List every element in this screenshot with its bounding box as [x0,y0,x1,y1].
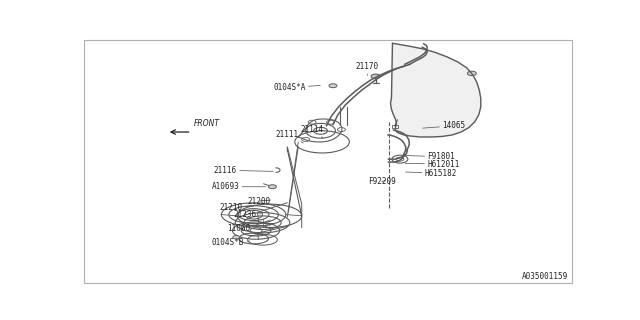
Text: 21210: 21210 [220,203,253,212]
Circle shape [371,74,380,79]
Text: 11060: 11060 [227,224,253,233]
Text: H612011: H612011 [405,160,460,169]
Text: 21111: 21111 [276,130,303,143]
Text: 0104S*B: 0104S*B [212,238,250,247]
Text: 21200: 21200 [248,196,271,205]
Circle shape [233,236,240,239]
Bar [392,125,399,128]
Text: F92209: F92209 [367,177,396,186]
Text: A10693: A10693 [211,182,266,191]
Text: H615182: H615182 [406,169,457,178]
Circle shape [467,71,476,76]
Text: FRONT: FRONT [194,119,220,128]
Circle shape [269,185,276,189]
Text: 0104S*A: 0104S*A [273,83,320,92]
Text: 21170: 21170 [355,62,378,75]
Text: 21116: 21116 [214,166,273,175]
Text: 14065: 14065 [422,121,465,130]
Circle shape [329,84,337,88]
Text: 21236: 21236 [234,210,260,219]
Text: F91801: F91801 [405,152,455,161]
Text: 21114: 21114 [301,125,324,138]
Text: A035001159: A035001159 [522,272,568,281]
Polygon shape [390,43,481,137]
